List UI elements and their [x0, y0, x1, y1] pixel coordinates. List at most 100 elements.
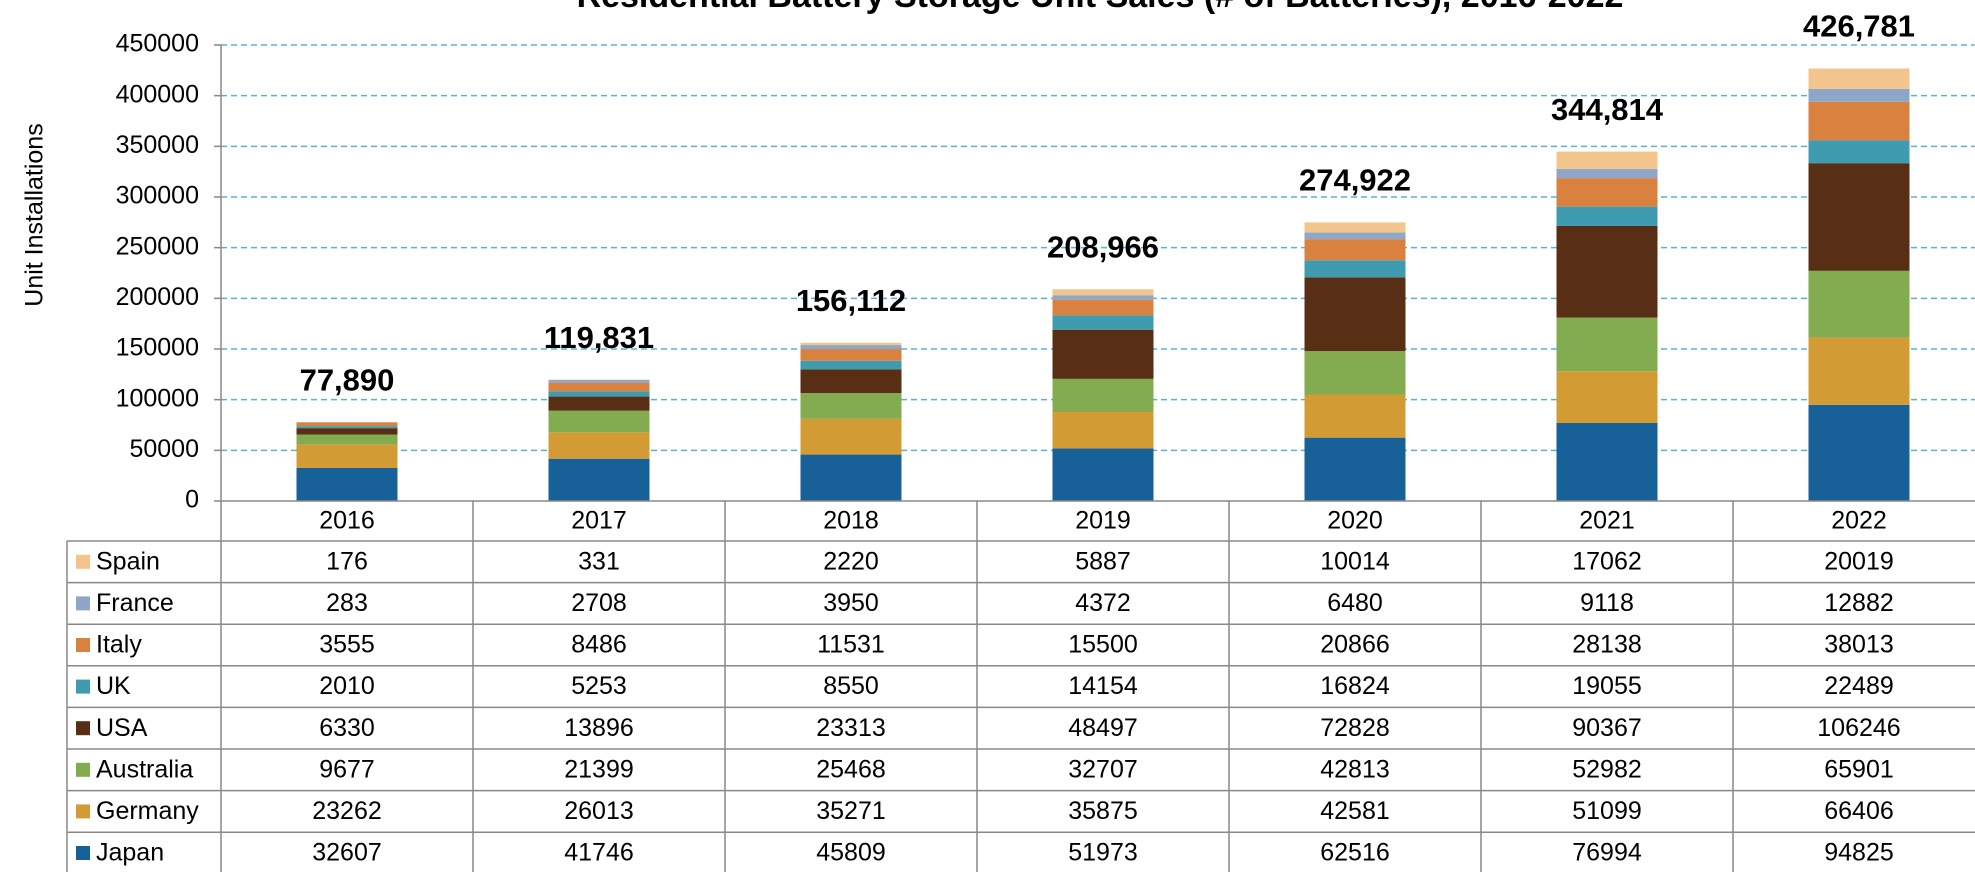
bar-segment: [800, 418, 902, 455]
bar-segment: [1304, 222, 1406, 233]
legend-swatch: [76, 596, 90, 611]
y-tick-label: 50000: [129, 435, 199, 463]
bar-segment: [1304, 394, 1406, 438]
table-cell: 9677: [319, 755, 375, 783]
bar-segment: [1556, 178, 1658, 207]
bar-segment: [548, 382, 650, 392]
table-cell: 38013: [1824, 631, 1894, 659]
bar-segment: [548, 379, 650, 383]
bar-segment: [296, 434, 398, 445]
bar-segment: [1052, 448, 1154, 501]
bar-segment: [1052, 315, 1154, 330]
table-cell: 42813: [1320, 755, 1390, 783]
bar-segment: [1808, 337, 1910, 405]
bar-segment: [1304, 277, 1406, 352]
table-cell: 13896: [564, 714, 634, 742]
bar-segment: [1556, 371, 1658, 423]
table-cell: 45809: [816, 839, 886, 867]
table-cell: 6480: [1327, 589, 1383, 617]
bar-segment: [1808, 101, 1910, 141]
bar-segment: [1052, 299, 1154, 316]
y-tick-label: 300000: [116, 182, 199, 210]
bar-segment: [1556, 151, 1658, 169]
legend-swatch: [76, 762, 90, 777]
table-cell: 2010: [319, 672, 375, 700]
table-cell: 16824: [1320, 672, 1390, 700]
table-cell: 8486: [571, 631, 627, 659]
y-tick-label: 200000: [116, 283, 199, 311]
y-tick-label: 450000: [116, 30, 199, 58]
table-cell: 3555: [319, 631, 375, 659]
y-tick-label: 350000: [116, 131, 199, 159]
y-tick-label: 250000: [116, 232, 199, 260]
bar-segment: [548, 396, 650, 411]
table-cell: 2220: [823, 547, 879, 575]
x-tick-label: 2021: [1579, 507, 1635, 535]
table-cell: 35875: [1068, 797, 1138, 825]
bar-segment: [1556, 168, 1658, 179]
y-tick-label: 400000: [116, 80, 199, 108]
x-tick-label: 2018: [823, 507, 879, 535]
bar-segment: [800, 349, 902, 361]
table-cell: 51973: [1068, 839, 1138, 867]
bar-segment: [1808, 68, 1910, 89]
table-cell: 17062: [1572, 547, 1642, 575]
bar-segment: [800, 393, 902, 419]
bar-segment: [800, 360, 902, 370]
bar-segment: [1304, 437, 1406, 501]
total-label: 274,922: [1299, 163, 1411, 198]
bar-segment: [548, 432, 650, 459]
table-cell: 28138: [1572, 631, 1642, 659]
bar-segment: [1556, 206, 1658, 226]
bar-segment: [296, 444, 398, 468]
legend-swatch: [76, 846, 90, 860]
table-cell: 106246: [1817, 714, 1900, 742]
total-label: 156,112: [796, 283, 906, 318]
bar-segment: [1556, 422, 1658, 501]
total-label: 77,890: [300, 362, 395, 397]
x-tick-label: 2022: [1831, 507, 1887, 535]
table-cell: 176: [326, 547, 368, 575]
legend-label: Germany: [96, 797, 199, 825]
bar-segment: [296, 467, 398, 501]
table-cell: 6330: [319, 714, 375, 742]
table-cell: 94825: [1824, 839, 1894, 867]
bar-segment: [1304, 260, 1406, 278]
y-axis-label: Unit Installations: [21, 123, 49, 306]
bar-segment: [548, 391, 650, 397]
bar-segment: [548, 410, 650, 433]
table-cell: 5253: [571, 672, 627, 700]
bar-segment: [1808, 163, 1910, 271]
x-tick-label: 2019: [1075, 507, 1131, 535]
bar-segment: [296, 422, 398, 427]
table-cell: 15500: [1068, 631, 1138, 659]
table-cell: 21399: [564, 755, 634, 783]
bar-segment: [800, 342, 902, 346]
bar-segment: [1808, 270, 1910, 338]
table-cell: 65901: [1824, 755, 1894, 783]
legend-swatch: [76, 804, 90, 819]
table-cell: 25468: [816, 755, 886, 783]
table-cell: 11531: [817, 631, 885, 659]
bar-segment: [1052, 295, 1154, 300]
bar-segment: [548, 458, 650, 501]
bar-segment: [800, 369, 902, 394]
total-label: 344,814: [1551, 92, 1664, 127]
table-cell: 10014: [1320, 547, 1390, 575]
total-label: 426,781: [1803, 9, 1915, 44]
bar-segment: [800, 454, 902, 501]
legend-swatch: [76, 721, 90, 736]
table-cell: 331: [578, 547, 620, 575]
table-cell: 52982: [1572, 755, 1642, 783]
y-tick-label: 100000: [116, 384, 199, 412]
legend-label: USA: [96, 714, 148, 742]
table-cell: 51099: [1572, 797, 1642, 825]
bar-segment: [1808, 88, 1910, 102]
legend-label: Spain: [96, 547, 160, 575]
bar-segment: [1808, 140, 1910, 164]
legend-label: Italy: [96, 631, 142, 659]
bar-segment: [1556, 225, 1658, 318]
table-cell: 19055: [1572, 672, 1642, 700]
legend-label: Australia: [96, 755, 193, 783]
table-cell: 35271: [816, 797, 886, 825]
